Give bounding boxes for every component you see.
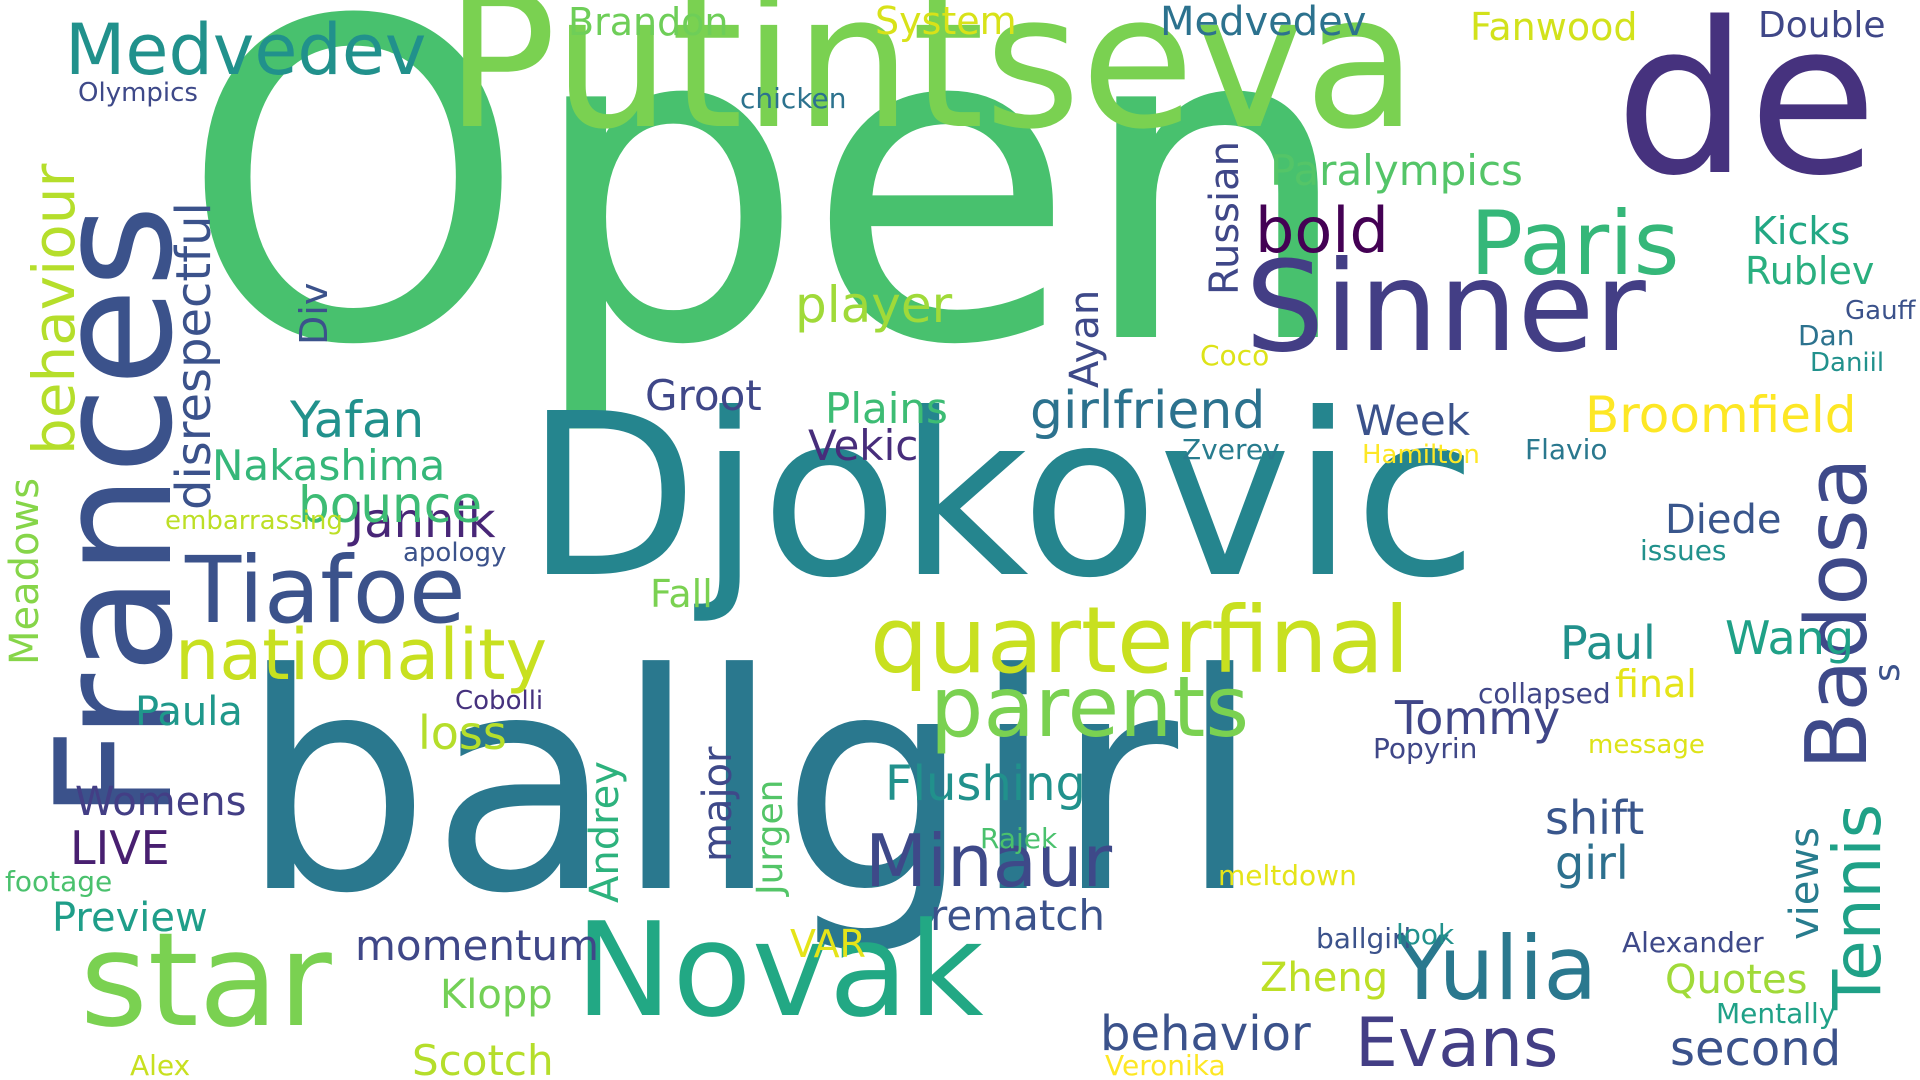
word-evans: Evans [1355, 1004, 1559, 1080]
word-bounce: VAR [790, 922, 866, 966]
word-behavior: behavior [1100, 1006, 1311, 1062]
word-preview: Preview [52, 895, 208, 941]
word-flushing: Flushing [885, 756, 1087, 812]
word-alex: Mentally [1716, 997, 1836, 1030]
word-broomfield: Broomfield [1585, 386, 1857, 444]
word-putintseva: Putintseva [445, 0, 1418, 170]
word-mentally: Alexander [1622, 926, 1764, 959]
word-parents: parents [930, 658, 1250, 756]
word-rublev: Rublev [1745, 249, 1875, 293]
word-olympics: Jurgen [750, 779, 791, 895]
word-paul: Paul [1560, 616, 1656, 670]
word-flavio: Hamilton [1362, 440, 1480, 470]
word-gauff: chicken [740, 82, 847, 115]
word-embarrassing: Flavio [1525, 433, 1608, 466]
word-major: Andrey [582, 761, 628, 903]
word-rematch: rematch [930, 891, 1106, 940]
word-chicken: Olympics [78, 78, 198, 108]
word-rajek: message [1588, 730, 1705, 760]
word-zheng: Zheng [1260, 955, 1389, 1001]
word-fall: final [1615, 662, 1697, 706]
word-girlfriend: girlfriend [1030, 381, 1266, 441]
word-alexander: look [1396, 918, 1455, 951]
word-brandon: System [875, 0, 1017, 43]
word-wheelchair: Veronika [1105, 1049, 1226, 1080]
word-tommy: Tommy [1395, 691, 1561, 745]
word-medvedev: Medvedev [65, 9, 427, 91]
word-kicks: Kicks [1752, 209, 1851, 253]
word-klopp: Klopp [440, 972, 553, 1018]
word-quarterfinal: quarterfinal [870, 587, 1410, 694]
word-var: Fall [650, 572, 713, 616]
word-meadows: Meadows [2, 477, 48, 665]
word-zverev: Coco [1200, 339, 1270, 372]
word-dan: Gauff [1845, 296, 1916, 326]
word-views: s [1867, 663, 1908, 682]
word-girl: girl [1555, 836, 1629, 890]
word-plains: Plains [825, 384, 948, 433]
word-minaur: Minaur [865, 819, 1113, 903]
word-ballgirl: ballgirl [240, 610, 1262, 959]
word-paralympics: Paralympics [1270, 146, 1523, 195]
word-jurgen: major [695, 746, 741, 862]
word-hamilton: Zverev [1182, 433, 1280, 466]
word-yafan: Yafan [290, 391, 425, 449]
word-final: Brandon [568, 0, 729, 44]
word-nationality: nationality [175, 614, 548, 696]
word-sinner: Sinner [1245, 235, 1646, 380]
word-novak: Novak [575, 894, 984, 1046]
word-yulia: Yulia [1395, 917, 1598, 1020]
word-look: ballgirl [1316, 922, 1412, 955]
word-collapsed: issues [1640, 534, 1727, 567]
word-footage: meltdown [1218, 859, 1357, 892]
word-bold: bold [1255, 194, 1389, 267]
word-star: star [80, 904, 332, 1056]
word-daniil: Dan [1798, 319, 1855, 352]
word-wang: Wang [1725, 611, 1855, 665]
word-div: views [1782, 827, 1828, 940]
word-ayan: Russian [1202, 140, 1248, 295]
word-fanwood: Medvedev [1160, 0, 1367, 45]
word-behaviour: behaviour [20, 163, 88, 455]
word-player: player [795, 276, 953, 334]
word-djokovic: Djokovic [525, 366, 1478, 628]
word-disrespectful: disrespectful [166, 202, 222, 510]
word-meltdown: Rajek [980, 822, 1058, 855]
word-veronika: Alex [130, 1049, 191, 1080]
word-live: LIVE [70, 821, 170, 875]
word-loss: loss [418, 706, 507, 760]
word-second: second [1670, 1021, 1842, 1077]
word-diede: Diede [1665, 497, 1782, 543]
word-s: bounce [298, 476, 482, 534]
word-russian: Div [292, 282, 336, 345]
word-andrey: Ayan [1062, 289, 1108, 388]
word-open: Open [180, 0, 1356, 441]
word-coco: Daniil [1810, 348, 1885, 378]
word-double: Fanwood [1470, 5, 1638, 49]
word-week: Week [1355, 396, 1471, 445]
word-apology: embarrassing [165, 506, 343, 536]
word-scotch: Scotch [412, 1036, 554, 1080]
word-de: de [1615, 0, 1878, 222]
word-jannik: Jannik [350, 493, 496, 549]
word-tennis: Tennis [1819, 803, 1896, 1010]
word-system: Double [1758, 5, 1886, 46]
word-popyrin: Cobolli [455, 686, 544, 716]
word-nakashima: Nakashima [212, 441, 446, 490]
word-vekic: Vekic [808, 421, 919, 470]
word-tiafoe: Tiafoe [185, 537, 466, 644]
word-paris: Paris [1470, 192, 1680, 295]
word-momentum: momentum [355, 921, 599, 970]
word-issues: apology [403, 538, 507, 568]
word-womens: Womens [75, 779, 247, 825]
word-groot: Groot [645, 371, 762, 420]
word-quotes: Quotes [1665, 957, 1808, 1003]
word-message: Popyrin [1373, 732, 1478, 765]
word-shift: shift [1545, 791, 1645, 845]
word-cobolli: collapsed [1478, 677, 1611, 710]
word-paula: Paula [135, 689, 243, 735]
word-ballgirl-small: footage [5, 865, 113, 898]
